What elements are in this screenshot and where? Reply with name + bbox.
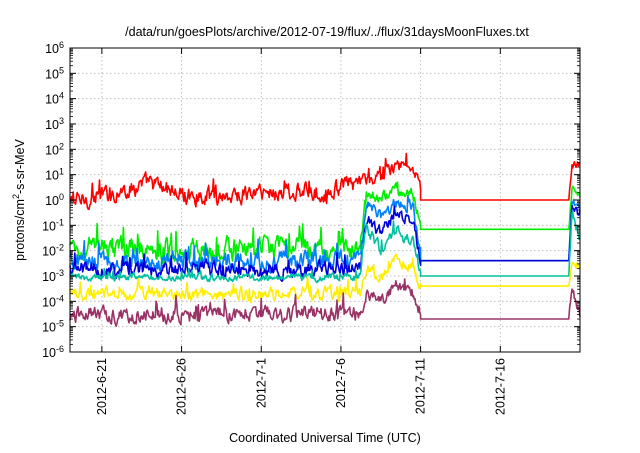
y-tick-label: 10-1 bbox=[42, 217, 64, 233]
y-tick-label: 102 bbox=[45, 141, 64, 157]
y-tick-label-base: 10 bbox=[45, 93, 59, 107]
x-tick-label: 2012-7-16 bbox=[493, 358, 507, 415]
y-tick-label-exp: 1 bbox=[59, 167, 64, 177]
y-tick-label-exp: 6 bbox=[59, 40, 64, 50]
y-tick-label-exp: -4 bbox=[56, 293, 64, 303]
y-tick-label-exp: 0 bbox=[59, 192, 64, 202]
series-line bbox=[69, 211, 581, 284]
y-axis-label-part1: protons/cm bbox=[13, 199, 27, 261]
y-tick-label: 10-4 bbox=[42, 293, 64, 309]
y-tick-label-base: 10 bbox=[42, 245, 56, 259]
y-tick-label-base: 10 bbox=[42, 270, 56, 284]
y-tick-label: 10-5 bbox=[42, 319, 64, 335]
y-tick-label: 104 bbox=[45, 91, 64, 107]
series-line bbox=[69, 204, 581, 282]
x-tick-label: 2012-7-11 bbox=[414, 358, 428, 414]
series-line bbox=[69, 181, 581, 266]
y-tick-label-exp: -3 bbox=[56, 268, 64, 278]
y-tick-label: 10-6 bbox=[42, 344, 64, 360]
y-tick-label-exp: 3 bbox=[59, 116, 64, 126]
y-tick-label: 106 bbox=[45, 40, 64, 56]
x-tick-label: 2012-7-6 bbox=[334, 358, 348, 408]
y-tick-label: 103 bbox=[45, 116, 64, 132]
series-line bbox=[69, 152, 581, 211]
x-tick-label: 2012-7-1 bbox=[254, 358, 268, 408]
x-tick-labels: 2012-6-21 2012-6-26 2012-7-1 2012-7-6 2012-7… bbox=[95, 358, 507, 415]
y-axis-label-sup: 2 bbox=[11, 194, 21, 199]
y-tick-labels: 10610510410310210110010-110-210-310-410-… bbox=[42, 40, 64, 360]
x-tick-label: 2012-6-21 bbox=[95, 358, 109, 415]
y-tick-label-base: 10 bbox=[45, 143, 59, 157]
series-layer bbox=[69, 152, 581, 327]
y-tick-label-exp: -1 bbox=[56, 217, 64, 227]
y-tick-label-base: 10 bbox=[42, 219, 56, 233]
y-tick-label-exp: 2 bbox=[59, 141, 64, 151]
y-tick-label-base: 10 bbox=[45, 169, 59, 183]
y-tick-label: 100 bbox=[45, 192, 64, 208]
y-tick-label-base: 10 bbox=[45, 42, 59, 56]
y-tick-label-exp: 5 bbox=[59, 65, 64, 75]
y-tick-label-base: 10 bbox=[45, 67, 59, 81]
y-axis-label: protons/cm2-s-sr-MeV bbox=[11, 138, 27, 260]
y-tick-label-exp: -2 bbox=[56, 243, 64, 253]
y-tick-label: 10-2 bbox=[42, 243, 64, 259]
y-tick-label: 10-3 bbox=[42, 268, 64, 284]
y-tick-label-base: 10 bbox=[42, 295, 56, 309]
ticks bbox=[70, 47, 580, 353]
series-line bbox=[69, 278, 581, 327]
x-tick-label: 2012-6-26 bbox=[175, 358, 189, 415]
y-tick-label: 101 bbox=[45, 167, 64, 183]
y-tick-label-exp: -6 bbox=[56, 344, 64, 354]
y-tick-label: 105 bbox=[45, 65, 64, 81]
series-line bbox=[69, 253, 581, 304]
y-tick-label-base: 10 bbox=[45, 194, 59, 208]
x-axis-label: Coordinated Universal Time (UTC) bbox=[229, 431, 421, 445]
y-axis-label-part2: -s-sr-MeV bbox=[13, 138, 27, 194]
y-tick-label-base: 10 bbox=[45, 118, 59, 132]
y-tick-label-base: 10 bbox=[42, 321, 56, 335]
y-tick-label-exp: -5 bbox=[56, 319, 64, 329]
chart-title: /data/run/goesPlots/archive/2012-07-19/f… bbox=[125, 25, 529, 39]
y-tick-label-base: 10 bbox=[42, 346, 56, 360]
y-tick-label-exp: 4 bbox=[59, 91, 64, 101]
